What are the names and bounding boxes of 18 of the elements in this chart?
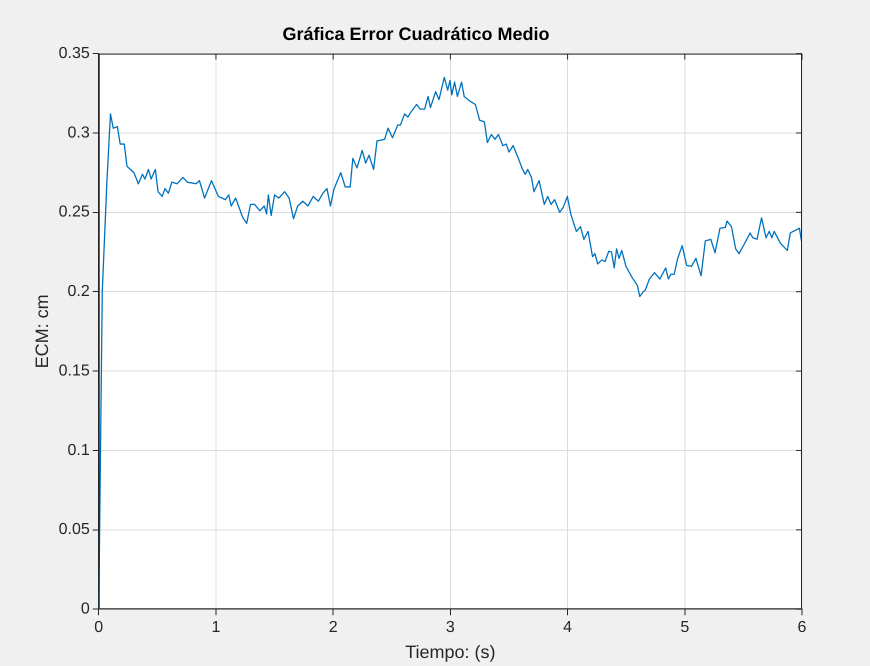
x-axis-title: Tiempo: (s) <box>405 642 496 662</box>
x-tick-label: 1 <box>211 619 220 636</box>
y-tick-label: 0.1 <box>67 442 90 459</box>
y-tick-label: 0 <box>80 600 90 618</box>
x-tick-label: 2 <box>328 619 338 636</box>
x-tick-label: 4 <box>563 619 572 636</box>
y-tick-label: 0.35 <box>58 45 90 62</box>
x-tick-label: 0 <box>94 619 104 636</box>
y-tick-label: 0.2 <box>67 283 90 300</box>
y-tick-label: 0.15 <box>58 362 90 380</box>
x-tick-label: 6 <box>798 619 807 636</box>
x-tick-label: 5 <box>680 619 690 636</box>
y-tick-label: 0.05 <box>58 521 90 538</box>
y-tick-label: 0.25 <box>58 204 90 221</box>
y-tick-label: 0.3 <box>67 124 90 142</box>
x-tick-label: 3 <box>446 619 455 636</box>
y-axis-title: ECM: cm <box>32 294 52 368</box>
chart-title: Gráfica Error Cuadrático Medio <box>282 24 550 44</box>
